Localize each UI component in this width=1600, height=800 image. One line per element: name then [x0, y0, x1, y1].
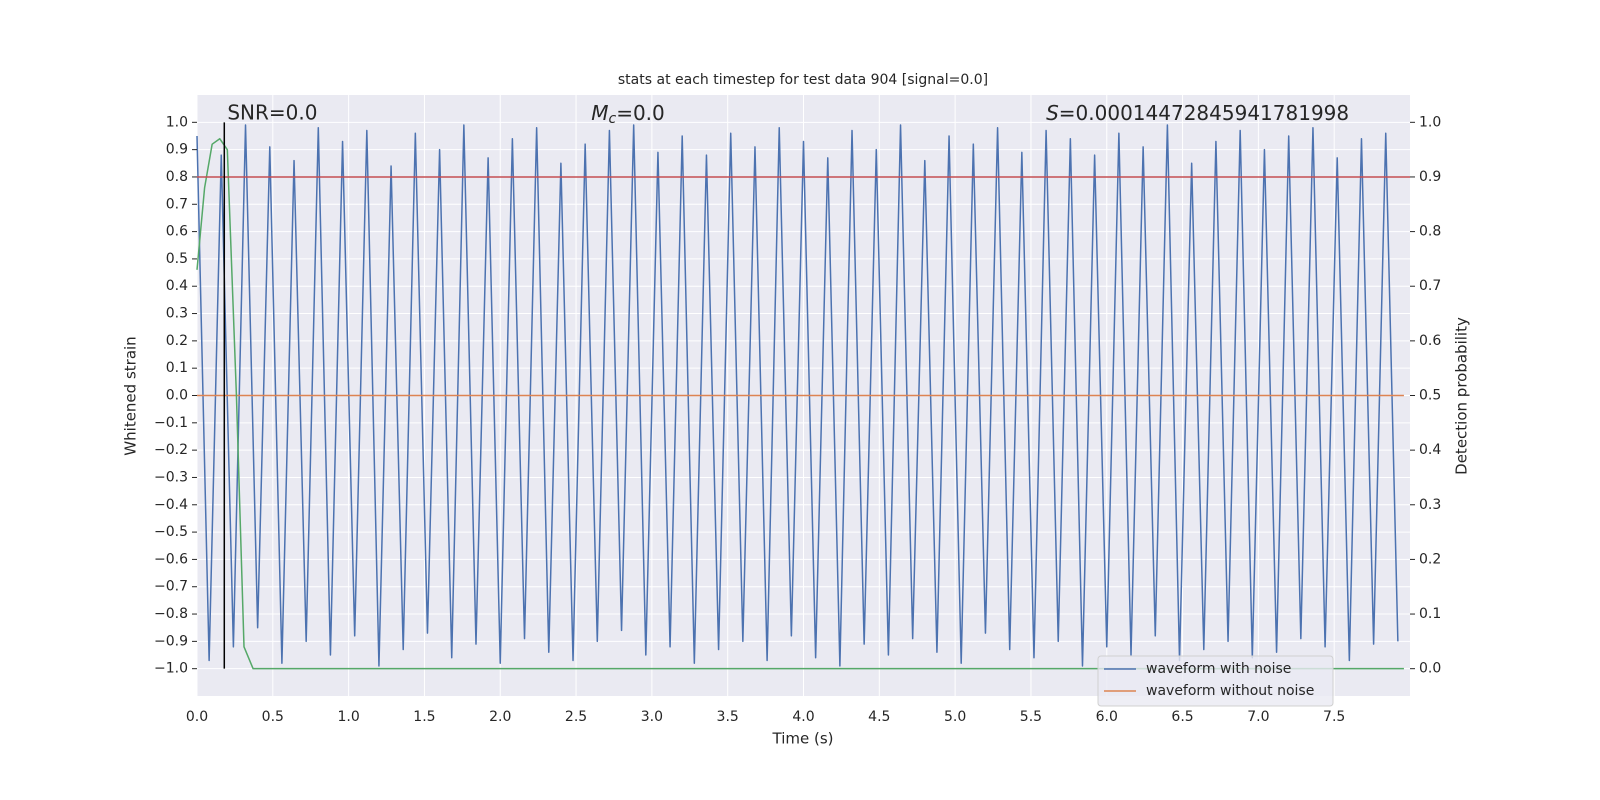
y2-axis-label: Detection probability	[1453, 317, 1471, 475]
x-tick-label: 7.0	[1247, 709, 1269, 725]
y2-tick-label: 0.6	[1419, 333, 1441, 349]
y-tick-label: −0.5	[154, 524, 188, 540]
annotation-subscript: c	[608, 111, 616, 127]
y-tick-label: −0.8	[154, 606, 188, 622]
y-tick-label: −0.7	[154, 579, 188, 595]
annotation: S=0.00014472845941781998	[1046, 101, 1349, 125]
y-tick-label: 0.4	[166, 278, 188, 294]
x-tick-label: 5.0	[944, 709, 966, 725]
y-tick-label: −0.3	[154, 469, 188, 485]
plot-layer	[196, 95, 1410, 696]
y2-tick-label: 0.0	[1419, 661, 1441, 677]
y-tick-label: −0.1	[154, 415, 188, 431]
x-tick-label: 6.0	[1096, 709, 1118, 725]
annotation: SNR=0.0	[227, 101, 317, 125]
series-line	[196, 124, 1399, 667]
y-tick-label: 0.2	[166, 333, 188, 349]
y-tick-label: 0.7	[166, 196, 188, 212]
y-tick-label: −1.0	[154, 661, 188, 677]
y-tick-label: 0.9	[166, 142, 188, 158]
x-tick-label: 0.5	[262, 709, 284, 725]
y2-tick-label: 0.1	[1419, 606, 1441, 622]
y2-tick-label: 0.5	[1419, 388, 1441, 404]
legend-box	[1097, 655, 1334, 707]
y-tick-label: −0.4	[154, 497, 188, 513]
y-tick-label: −0.9	[154, 633, 188, 649]
y-tick-label: 0.5	[166, 251, 188, 267]
annotation-symbol: S	[1046, 101, 1059, 125]
annotation-symbol: M	[591, 101, 608, 125]
x-tick-label: 4.5	[868, 709, 890, 725]
y-tick-label: 0.1	[166, 360, 188, 376]
y2-tick-label: 0.9	[1419, 169, 1441, 185]
y2-tick-label: 1.0	[1419, 114, 1441, 130]
y-axis-label: Whitened strain	[122, 336, 140, 455]
x-tick-label: 5.5	[1020, 709, 1042, 725]
x-tick-label: 0.0	[186, 709, 208, 725]
y-tick-label: 0.0	[166, 388, 188, 404]
y2-tick-label: 0.4	[1419, 442, 1441, 458]
y-tick-label: 0.8	[166, 169, 188, 185]
legend-label: waveform without noise	[1146, 683, 1314, 699]
series-line	[196, 137, 1404, 670]
y2-tick-label: 0.8	[1419, 224, 1441, 240]
legend-label: waveform with noise	[1146, 661, 1291, 677]
x-tick-label: 6.5	[1171, 709, 1193, 725]
chart-title: stats at each timestep for test data 904…	[618, 72, 988, 88]
y2-tick-label: 0.3	[1419, 497, 1441, 513]
x-tick-label: 2.5	[565, 709, 587, 725]
x-tick-label: 2.0	[489, 709, 511, 725]
y-tick-label: 0.3	[166, 306, 188, 322]
y-tick-label: −0.2	[154, 442, 188, 458]
x-tick-label: 7.5	[1323, 709, 1345, 725]
y2-tick-label: 0.2	[1419, 551, 1441, 567]
x-axis-label: Time (s)	[772, 730, 834, 748]
x-tick-label: 4.0	[792, 709, 814, 725]
y-tick-label: 0.6	[166, 224, 188, 240]
annotation-text: =0.00014472845941781998	[1059, 101, 1349, 125]
annotation-text: =0.0	[616, 101, 665, 125]
x-tick-label: 1.5	[413, 709, 435, 725]
annotation: Mc=0.0	[591, 101, 665, 128]
y2-tick-label: 0.7	[1419, 278, 1441, 294]
x-tick-label: 1.0	[337, 709, 359, 725]
y-tick-label: −0.6	[154, 551, 188, 567]
x-tick-label: 3.5	[717, 709, 739, 725]
x-tick-label: 3.0	[641, 709, 663, 725]
y-tick-label: 1.0	[166, 114, 188, 130]
